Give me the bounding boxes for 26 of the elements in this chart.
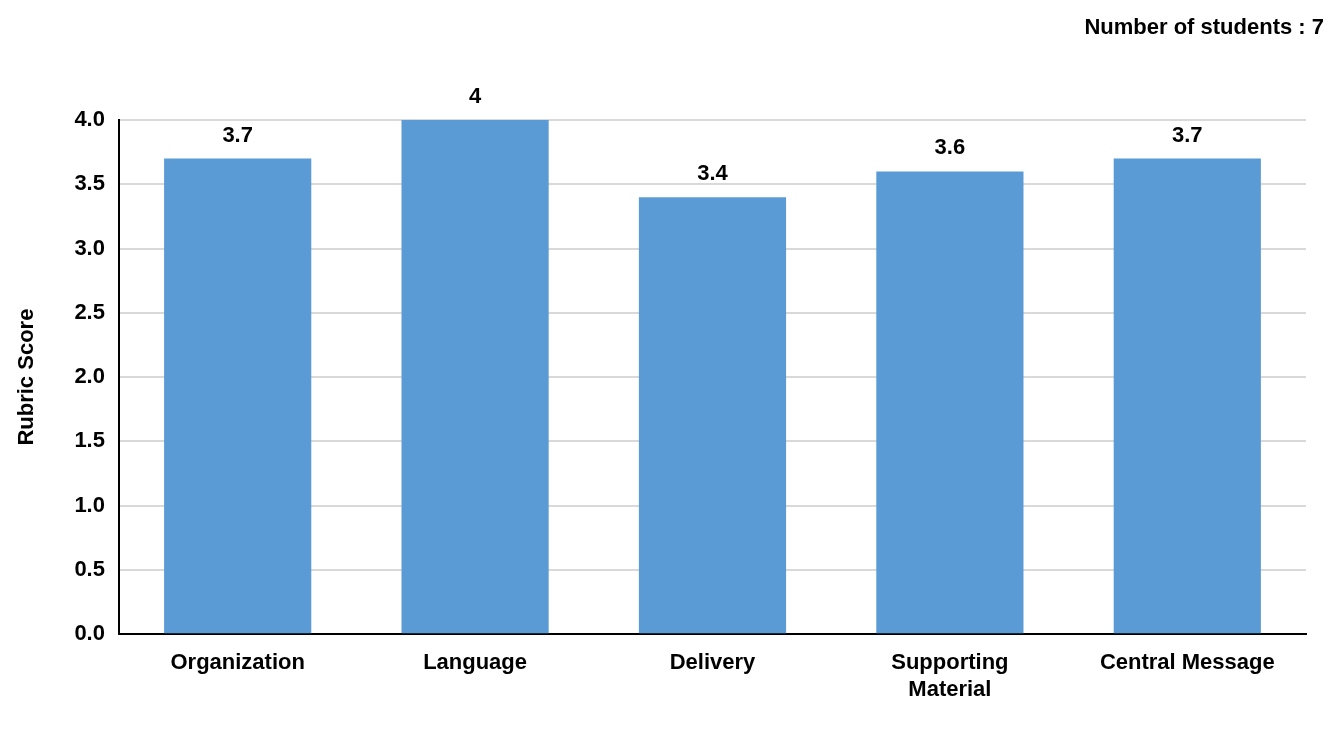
bar <box>876 171 1024 634</box>
y-tick-label: 3.5 <box>74 170 105 196</box>
x-tick-label: Supporting Material <box>891 649 1009 701</box>
y-tick-label: 3.0 <box>74 234 105 260</box>
x-tick-label: Delivery <box>669 649 757 675</box>
x-tick-label: Language <box>423 649 528 675</box>
y-tick-label: 0.5 <box>74 555 105 581</box>
y-tick-label: 2.5 <box>74 298 105 324</box>
x-tick-label: Organization <box>170 649 305 675</box>
y-tick-label: 1.0 <box>74 491 105 517</box>
y-tick-label: 0.0 <box>74 620 105 646</box>
y-tick-label: 4.0 <box>74 106 105 132</box>
data-label: 3.4 <box>697 160 729 186</box>
bar <box>638 197 787 634</box>
y-tick-label: 2.0 <box>74 363 105 389</box>
bar <box>401 120 549 634</box>
bar <box>1113 158 1261 634</box>
y-tick-label: 1.5 <box>74 427 105 453</box>
x-tick-label: Central Message <box>1099 649 1275 675</box>
data-label: 3.7 <box>1172 121 1203 147</box>
y-axis-title: Rubric Score <box>13 308 39 446</box>
bar <box>164 158 312 634</box>
data-label: 3.6 <box>934 134 966 160</box>
data-label: 3.7 <box>222 121 253 147</box>
text: Number of students : 7 <box>1084 14 1324 40</box>
data-label: 4 <box>468 83 482 109</box>
